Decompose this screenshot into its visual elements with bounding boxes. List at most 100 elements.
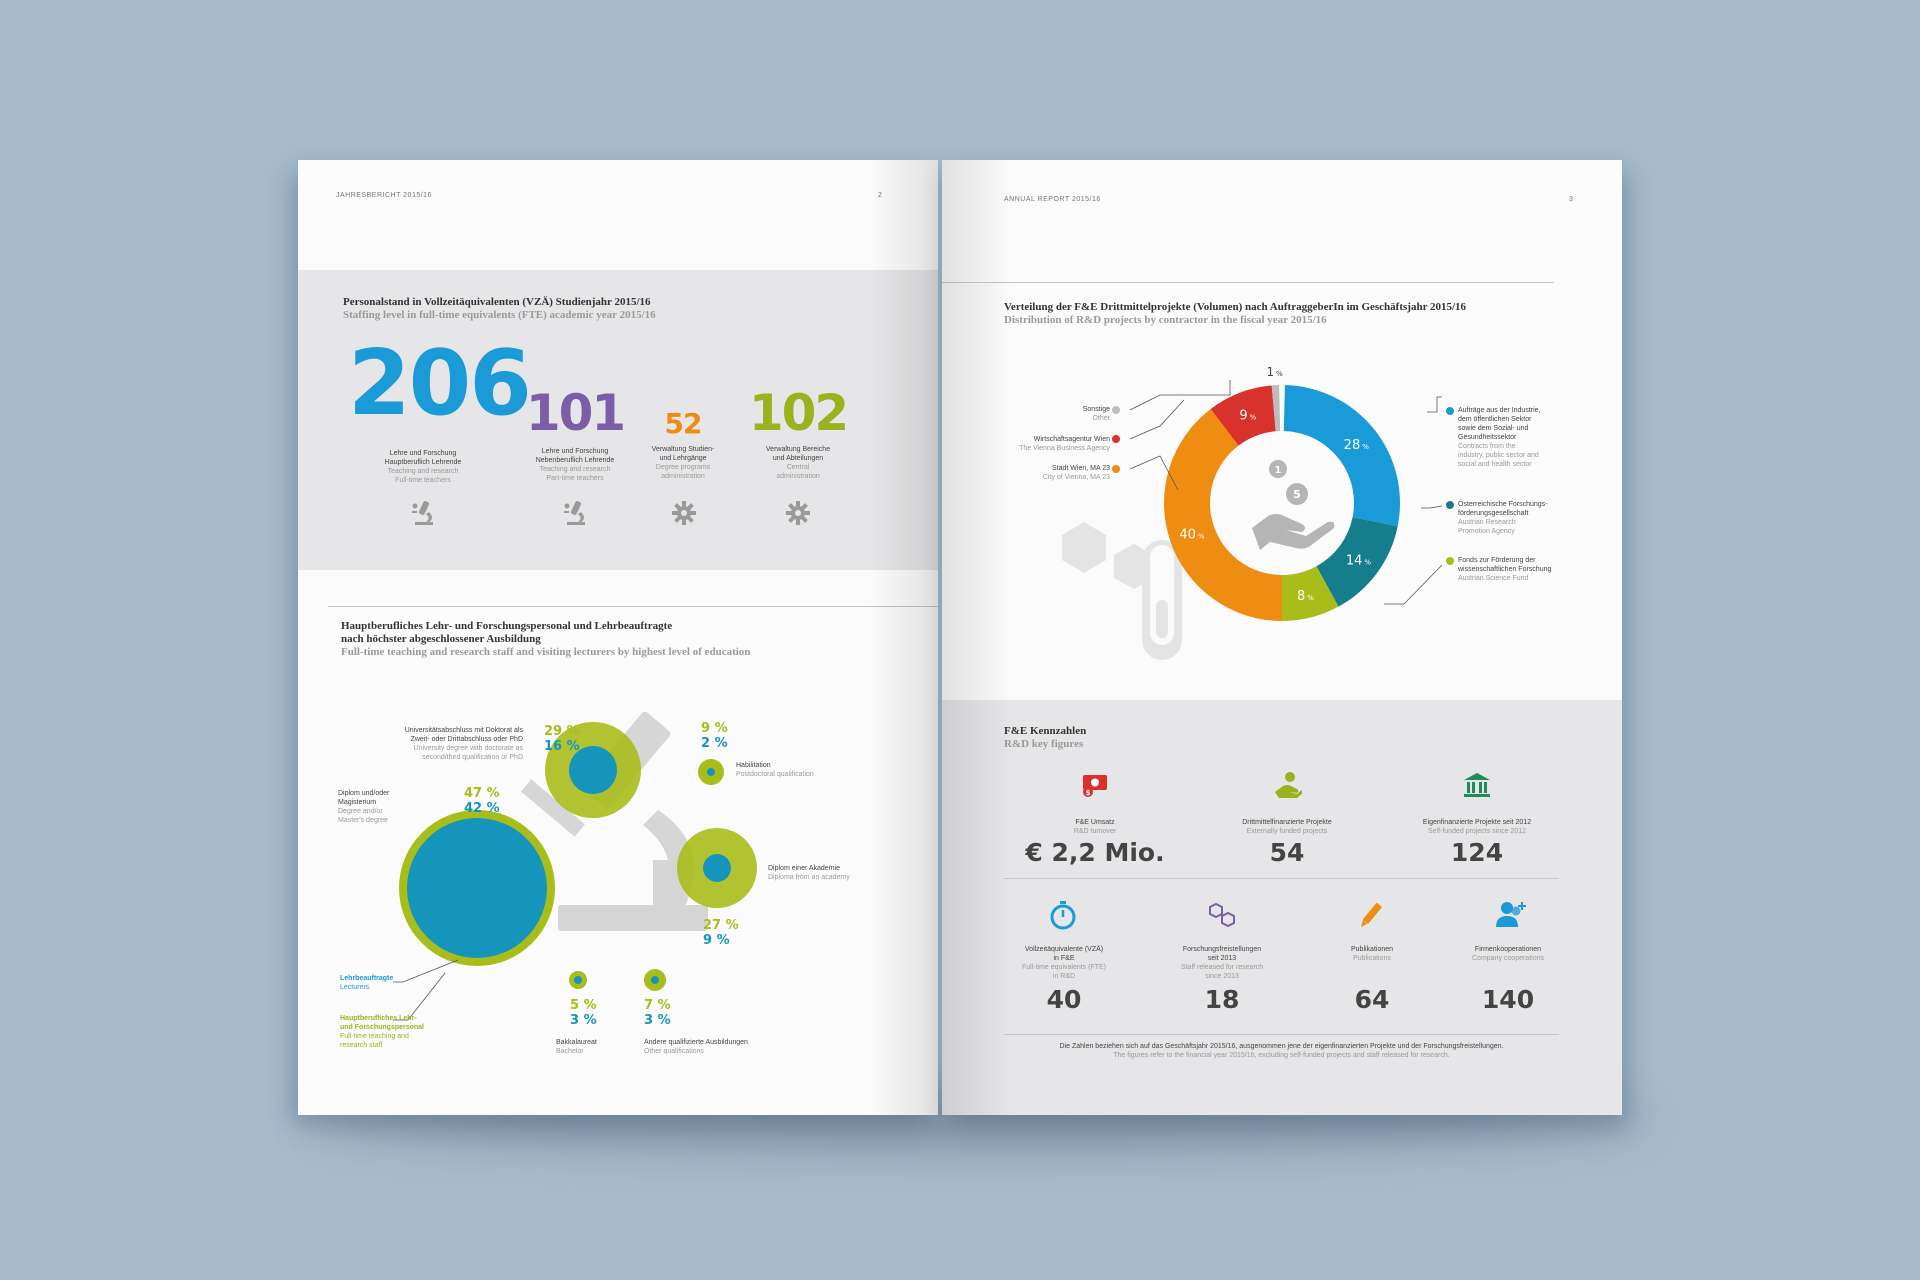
kf-value-cooperations: 140 — [1481, 985, 1535, 1014]
donut-slice-other — [1271, 385, 1281, 432]
microscope-icon — [412, 501, 433, 525]
pct-habilitation-fulltime: 9 % — [701, 721, 728, 736]
donut-slice-vienna-business-agency — [1210, 385, 1276, 446]
legend-dot-other — [1112, 406, 1120, 414]
kf-label-fte: Vollzeitäquivalente (VZÄ) in F&E Full-ti… — [1021, 946, 1107, 980]
legend-industry: Aufträge aus der Industrie, dem öffentli… — [1458, 407, 1541, 468]
gear-icon — [786, 501, 810, 525]
bubble-masters-lecturers — [407, 818, 547, 958]
kf-value-fte: 40 — [1046, 985, 1082, 1014]
footer-rule — [1004, 1034, 1559, 1035]
pct-other-fulltime: 7 % — [644, 998, 671, 1013]
pct-habilitation-lecturers: 2 % — [701, 736, 728, 751]
legend-ffg: Österreichische Forschungs- förderungsge… — [1458, 501, 1548, 535]
kf-label-publications: Publikationen Publications — [1350, 946, 1394, 962]
staff-label-programs: Verwaltung Studien- und Lehrgänge Degree… — [651, 446, 715, 480]
staffing-subtitle: Staffing level in full-time equivalents … — [343, 309, 656, 321]
key-figures-subtitle: R&D key figures — [1004, 738, 1084, 750]
pct-masters-fulltime: 47 % — [464, 786, 500, 801]
legend-dot-industry — [1446, 407, 1454, 415]
right-page: ANNUAL REPORT 2015/16 3 Verteilung der F… — [942, 160, 1622, 1115]
donut-label-other: 1% — [1266, 365, 1283, 379]
donut-slice-city-of-vienna — [1164, 408, 1282, 621]
education-title-line2: nach höchster abgeschlossener Ausbildung — [341, 633, 541, 645]
key-figures-footnote: Die Zahlen beziehen sich auf das Geschäf… — [1059, 1043, 1504, 1059]
pct-academy-lecturers: 9 % — [703, 933, 730, 948]
staff-label-parttime: Lehre und Forschung Nebenberuflich Lehre… — [535, 448, 615, 482]
staff-value-programs: 52 — [664, 407, 703, 440]
key-figures-divider — [1004, 878, 1559, 879]
legend-dot-city-of-vienna — [1112, 465, 1120, 473]
gear-icon — [672, 501, 696, 525]
pct-academy-fulltime: 27 % — [703, 918, 739, 933]
kf-value-externally-funded: 54 — [1269, 838, 1305, 867]
donut-slice-industry — [1283, 385, 1400, 527]
section-rule — [942, 282, 1554, 283]
key-figures-title: F&E Kennzahlen — [1004, 725, 1087, 737]
money-icon: $ — [1083, 775, 1107, 797]
hand-coin-center-icon: 1 5 — [1252, 460, 1335, 550]
staffing-band — [298, 270, 938, 570]
kf-value-self-funded: 124 — [1450, 838, 1504, 867]
microscope-illustration — [393, 711, 757, 1021]
bubble-bachelor-lecturers — [574, 976, 582, 984]
label-phd: Universitätsabschluss mit Doktorat als Z… — [404, 727, 523, 761]
pct-bachelor-fulltime: 5 % — [570, 998, 597, 1013]
pct-phd-lecturers: 16 % — [544, 739, 580, 754]
legend-fwf: Fonds zur Förderung der wissenschaftlich… — [1458, 557, 1552, 582]
staffing-title: Personalstand in Vollzeitäquivalenten (V… — [343, 296, 651, 308]
pen-icon — [1361, 903, 1382, 927]
legend-other: Sonstige Other — [1082, 406, 1110, 422]
add-user-icon — [1496, 902, 1526, 927]
kf-label-cooperations: Firmenkooperationen Company cooperations — [1472, 946, 1544, 962]
donut-slice-fwf — [1282, 566, 1339, 621]
leader-lines — [1129, 380, 1443, 605]
molecule-icon — [1209, 902, 1235, 928]
legend-vienna-business-agency: Wirtschaftsagentur Wien The Vienna Busin… — [1019, 436, 1110, 452]
legend-lecturers: Lehrbeauftragte Lecturers — [340, 975, 394, 991]
staff-value-central: 102 — [748, 384, 849, 442]
pct-other-lecturers: 3 % — [644, 1013, 671, 1028]
kf-value-publications: 64 — [1354, 985, 1390, 1014]
bubble-other-lecturers — [651, 976, 659, 984]
kf-label-research-leave: Forschungsfreistellungen seit 2013 Staff… — [1180, 946, 1264, 980]
coin-badge-one: 1 — [1275, 465, 1282, 476]
section-rule — [328, 606, 938, 607]
legend-dot-vienna-business-agency — [1112, 435, 1120, 443]
staff-value-parttime: 101 — [525, 384, 626, 442]
bubble-phd-lecturers — [569, 746, 617, 794]
label-bachelor: Bakkalaureat Bachelor — [556, 1039, 597, 1055]
pct-phd-fulltime: 29 % — [544, 724, 580, 739]
bubble-academy-lecturers — [703, 854, 731, 882]
distribution-title: Verteilung der F&E Drittmittelprojekte (… — [1004, 301, 1467, 313]
running-header: JAHRESBERICHT 2015/16 — [336, 192, 432, 199]
left-page: JAHRESBERICHT 2015/16 2 Personalstand in… — [298, 160, 938, 1115]
label-academy: Diplom einer Akademie Diploma from an ac… — [768, 865, 850, 881]
stopwatch-icon — [1050, 901, 1076, 930]
running-header: ANNUAL REPORT 2015/16 — [1004, 196, 1101, 203]
legend-city-of-vienna: Stadt Wien, MA 23 City of Vienna, MA 23 — [1042, 465, 1110, 481]
pct-masters-lecturers: 42 % — [464, 801, 500, 816]
bank-icon — [1464, 773, 1490, 797]
label-masters: Diplom und/oder Magisterium Degree and/o… — [338, 790, 390, 824]
legend-fulltime: Hauptberufliches Lehr- und Forschungsper… — [340, 1015, 425, 1049]
page-number: 3 — [1569, 196, 1574, 203]
legend-dot-ffg — [1446, 501, 1454, 509]
label-habilitation: Habilitation Postdoctoral qualification — [736, 762, 814, 778]
microscope-icon — [564, 501, 585, 525]
education-subtitle: Full-time teaching and research staff an… — [341, 646, 751, 658]
pct-bachelor-lecturers: 3 % — [570, 1013, 597, 1028]
donut-slice-ffg — [1316, 517, 1398, 607]
education-title-line1: Hauptberufliches Lehr- und Forschungsper… — [341, 620, 673, 632]
kf-label-self-funded: Eigenfinanzierte Projekte seit 2012 Self… — [1422, 819, 1532, 835]
kf-value-turnover: € 2,2 Mio. — [1025, 838, 1165, 867]
kf-value-research-leave: 18 — [1204, 985, 1240, 1014]
page-number: 2 — [878, 192, 883, 199]
hand-coin-icon — [1275, 772, 1302, 798]
svg-text:$: $ — [1086, 789, 1091, 797]
bubble-habilitation-lecturers — [707, 768, 715, 776]
kf-label-turnover: F&E Umsatz R&D turnover — [1073, 819, 1117, 835]
distribution-subtitle: Distribution of R&D projects by contract… — [1004, 314, 1327, 326]
legend-dot-fwf — [1446, 557, 1454, 565]
education-bubbles — [399, 722, 757, 991]
